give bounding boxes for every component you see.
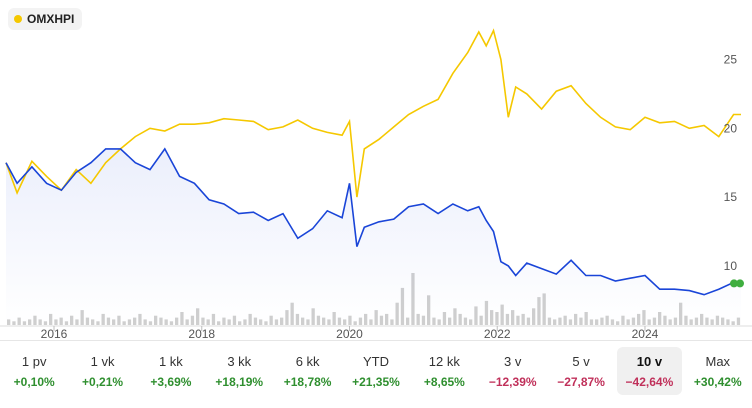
series-end-marker (730, 279, 738, 288)
period-label: 1 pv (21, 353, 47, 369)
period-change: −27,87% (557, 374, 605, 389)
legend-chip-omxhpi[interactable]: OMXHPI (8, 8, 83, 30)
legend-label: OMXHPI (27, 12, 75, 26)
y-tick-label: 20 (724, 121, 738, 135)
period-label: 5 v (572, 353, 590, 369)
y-tick-label: 15 (724, 190, 738, 204)
legend-color-dot (14, 15, 22, 23)
stock-area-fill (6, 148, 741, 325)
period-label: 3 v (504, 353, 522, 369)
series-end-marker (736, 279, 744, 288)
period-selector: 1 pv +0,10% 1 vk +0,21% 1 kk +3,69% 3 kk +18,19… (0, 340, 752, 401)
period-option[interactable]: 3 v −12,39% (481, 347, 545, 395)
period-option[interactable]: 6 kk +18,78% (275, 347, 339, 395)
period-change: +18,78% (283, 374, 332, 389)
period-option[interactable]: YTD +21,35% (344, 347, 408, 395)
x-tick-label: 2024 (632, 327, 659, 340)
period-option[interactable]: 1 pv +0,10% (2, 347, 66, 395)
period-change: −42,64% (625, 374, 674, 389)
period-change: +0,10% (13, 374, 55, 389)
period-option[interactable]: Max +30,42% (686, 347, 750, 395)
x-tick-label: 2018 (188, 327, 215, 340)
period-change: +8,65% (423, 374, 465, 389)
period-option[interactable]: 10 v −42,64% (617, 347, 682, 395)
period-change: +3,69% (150, 374, 192, 389)
period-change: +0,21% (82, 374, 124, 389)
period-option[interactable]: 1 kk +3,69% (139, 347, 203, 395)
y-tick-label: 10 (724, 259, 738, 273)
stock-series-line (5, 147, 741, 296)
x-tick-label: 2016 (41, 327, 68, 340)
period-label: 1 vk (90, 353, 115, 369)
y-tick-label: 25 (724, 53, 738, 67)
period-label: 6 kk (295, 353, 320, 369)
period-change: −12,39% (488, 374, 537, 389)
period-change: +21,35% (352, 374, 400, 389)
x-tick-label: 2022 (484, 327, 511, 340)
period-label: Max (705, 353, 731, 369)
period-option[interactable]: 5 v −27,87% (549, 347, 613, 395)
period-label: 10 v (636, 353, 663, 369)
period-option[interactable]: 12 kk +8,65% (412, 347, 476, 395)
period-label: 12 kk (428, 353, 460, 369)
period-label: 3 kk (227, 353, 252, 369)
period-change: +18,19% (215, 374, 264, 389)
period-option[interactable]: 1 vk +0,21% (70, 347, 134, 395)
index-series-line (5, 28, 741, 198)
period-option[interactable]: 3 kk +18,19% (207, 347, 271, 395)
x-tick-label: 2020 (336, 327, 363, 340)
period-label: 1 kk (158, 353, 183, 369)
price-chart[interactable]: 2016 2018 2020 2022 2024 25 20 15 10 (0, 0, 752, 340)
period-change: +30,42% (693, 374, 742, 389)
period-label: YTD (362, 353, 389, 369)
